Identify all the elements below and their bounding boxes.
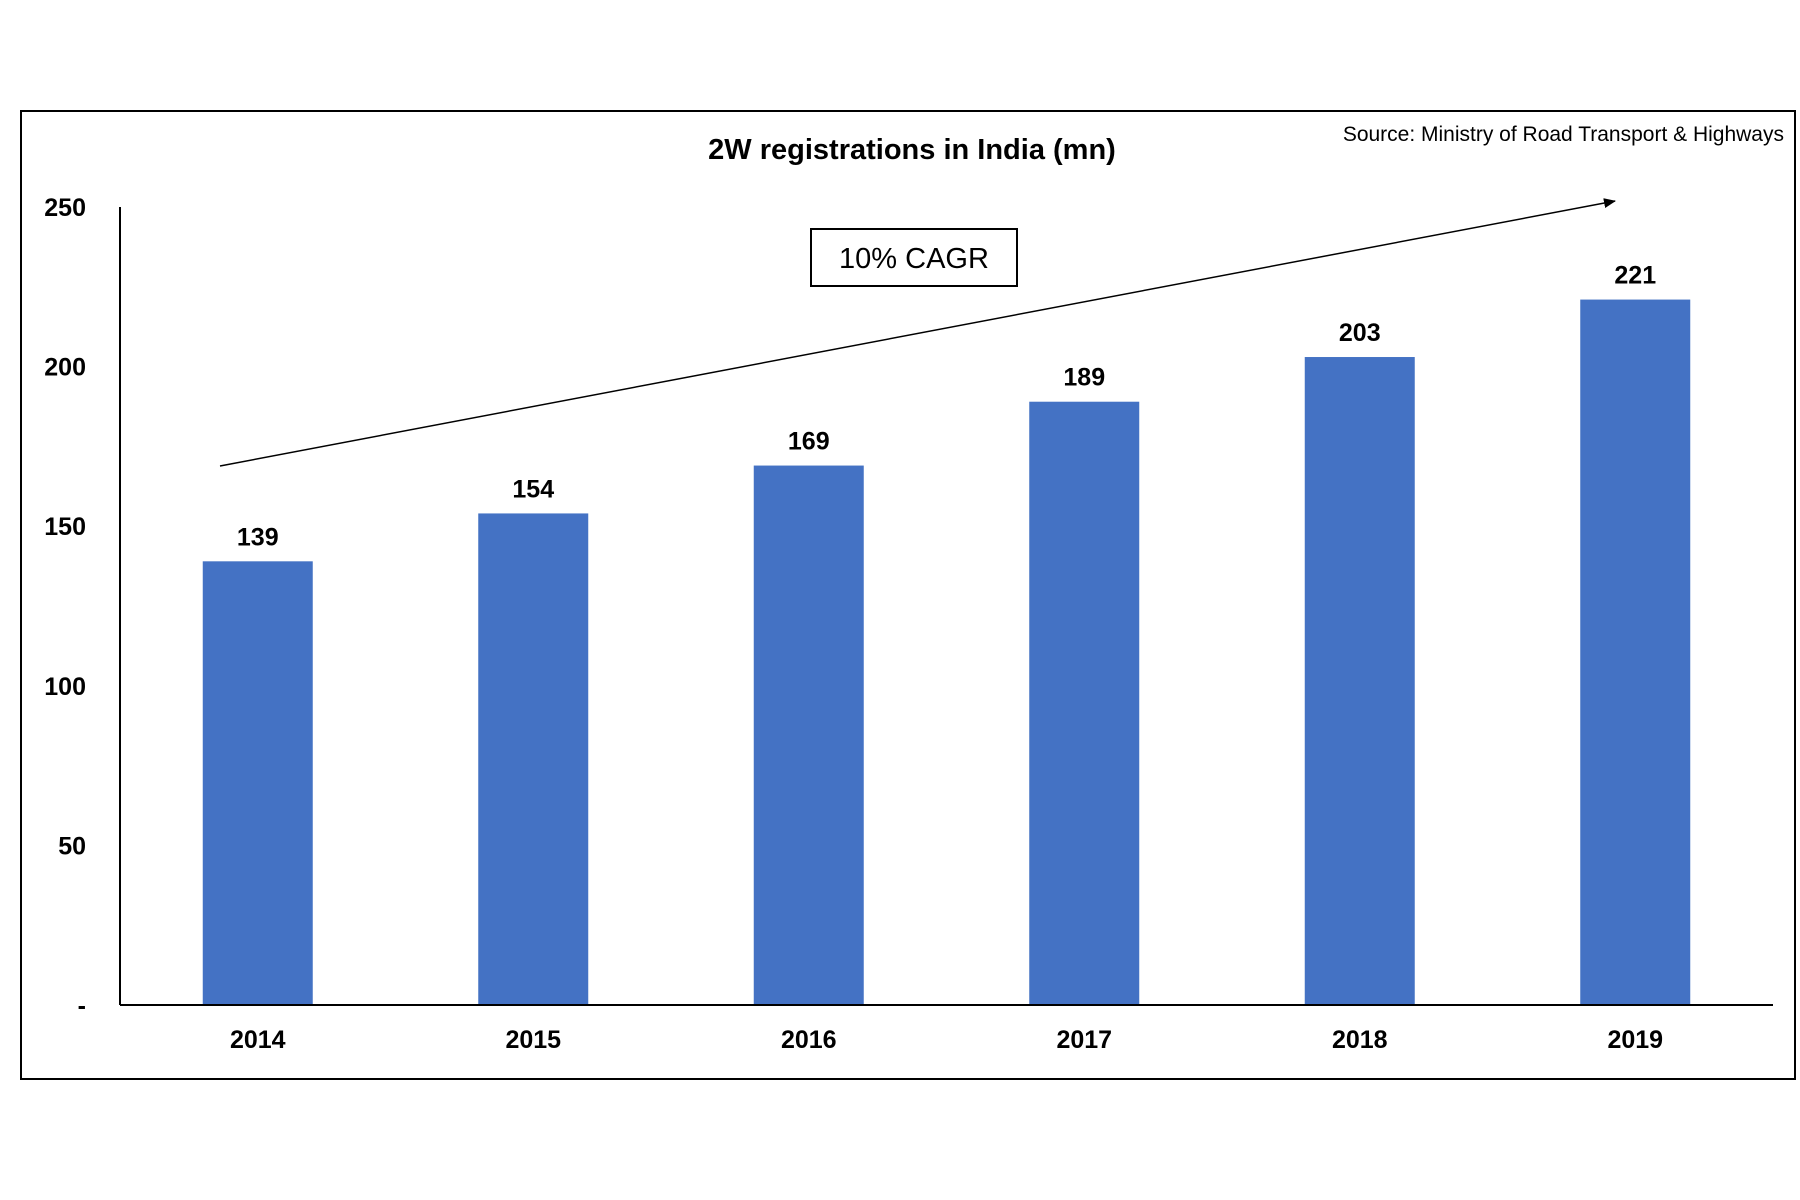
- x-tick-label: 2014: [230, 1026, 286, 1054]
- data-label: 203: [1339, 319, 1381, 347]
- bar-2018: [1304, 357, 1415, 1005]
- cagr-annotation: 10% CAGR: [810, 228, 1018, 287]
- x-tick-label: 2015: [505, 1026, 561, 1054]
- x-tick-label: 2016: [781, 1026, 837, 1054]
- data-label: 221: [1614, 262, 1656, 290]
- bar-2019: [1580, 299, 1691, 1005]
- bar-2017: [1029, 401, 1140, 1005]
- y-tick-label: 200: [44, 354, 86, 382]
- y-tick-label: -: [78, 992, 86, 1020]
- data-label: 169: [788, 428, 830, 456]
- source-note: Source: Ministry of Road Transport & Hig…: [1343, 123, 1784, 146]
- data-label: 139: [237, 523, 279, 551]
- bar-2016: [753, 465, 864, 1005]
- x-axis-tick-labels: 2014 2015 2016 2017 2018 2019: [230, 1026, 1663, 1054]
- bar-2014: [202, 561, 313, 1005]
- data-label: 189: [1063, 364, 1105, 392]
- cagr-trend-arrow: [219, 198, 1616, 467]
- y-axis-tick-labels: - 50 100 150 200 250: [44, 194, 86, 1020]
- chart-frame: 2W registrations in India (mn) Source: M…: [20, 110, 1796, 1080]
- chart-title: 2W registrations in India (mn): [708, 134, 1116, 166]
- cagr-box: [810, 228, 1018, 287]
- y-tick-label: 250: [44, 194, 86, 222]
- y-tick-label: 150: [44, 513, 86, 541]
- data-label: 154: [512, 475, 554, 503]
- x-tick-label: 2017: [1056, 1026, 1112, 1054]
- cagr-label: 10% CAGR: [839, 243, 989, 275]
- bar-2015: [478, 513, 589, 1005]
- x-tick-label: 2018: [1332, 1026, 1388, 1054]
- bars: [202, 299, 1691, 1005]
- bar-chart: 2W registrations in India (mn) Source: M…: [44, 123, 1784, 1054]
- y-tick-label: 100: [44, 673, 86, 701]
- x-tick-label: 2019: [1607, 1026, 1663, 1054]
- data-labels: 139 154 169 189 203 221: [237, 262, 1656, 552]
- y-tick-label: 50: [58, 832, 86, 860]
